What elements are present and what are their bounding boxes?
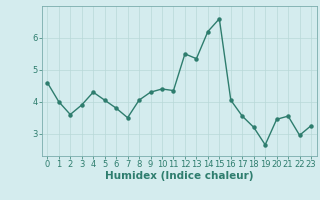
X-axis label: Humidex (Indice chaleur): Humidex (Indice chaleur) <box>105 171 253 181</box>
